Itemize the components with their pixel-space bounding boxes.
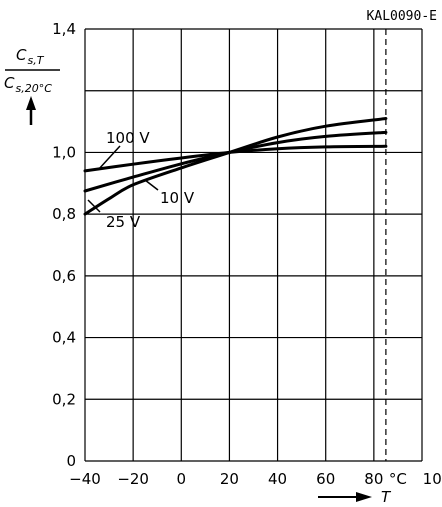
y-tick-label: 0,8 (52, 205, 76, 223)
series-label-leader (144, 179, 159, 191)
x-tick-label: 20 (220, 470, 239, 488)
x-tick-label: 60 (316, 470, 335, 488)
figure-code: KAL0090-E (367, 9, 437, 24)
y-tick-label: 0,2 (52, 390, 76, 408)
y-label-denominator: Cs,20°C (4, 74, 52, 95)
y-tick-label: 0,4 (52, 329, 76, 347)
series-label-leader (87, 199, 101, 213)
x-tick-label: 40 (268, 470, 287, 488)
series-line-3 (83, 117, 388, 216)
y-label-arrowhead (26, 96, 36, 110)
y-tick-label: 1,4 (52, 20, 76, 38)
x-tick-label: −20 (117, 470, 149, 488)
y-tick-label: 0,6 (52, 267, 76, 285)
x-axis-label: T (318, 488, 392, 506)
y-tick-label: 1,0 (52, 143, 76, 161)
y-label-numerator: Cs,T (16, 46, 45, 67)
series-label-leader (97, 145, 121, 171)
series-label: 100 V (106, 129, 150, 147)
x-tick-label: 80 (364, 470, 383, 488)
x-unit-label: °C (389, 470, 407, 488)
x-tick-label: 0 (177, 470, 187, 488)
x-tick-label: −40 (69, 470, 101, 488)
x-label-arrowhead (356, 492, 372, 502)
y-axis-label: Cs,T Cs,20°C (4, 46, 60, 125)
series-label: 10 V (160, 189, 195, 207)
x-tick-label: 100 (423, 470, 442, 488)
series-label: 25 V (106, 213, 141, 231)
x-axis-title: T (381, 488, 392, 506)
y-tick-label: 0 (66, 452, 76, 470)
